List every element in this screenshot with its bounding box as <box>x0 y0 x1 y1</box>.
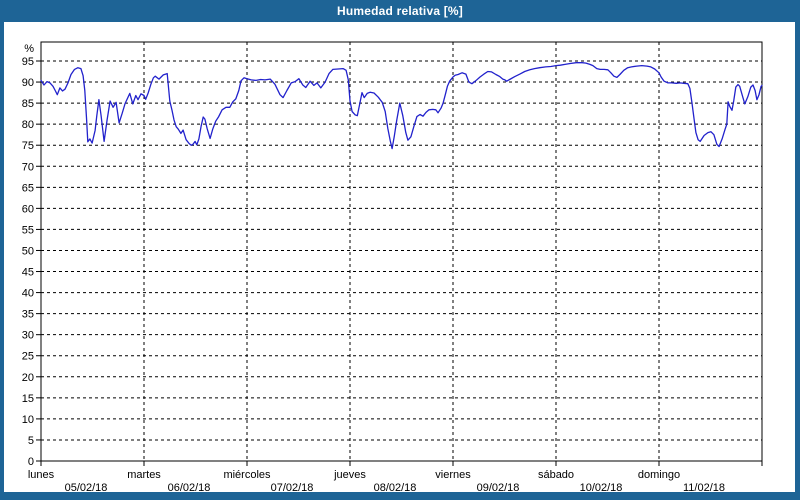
day-name-label: lunes <box>28 469 55 481</box>
y-tick-label: 25 <box>22 351 34 363</box>
y-tick-label: 20 <box>22 372 34 384</box>
y-tick-label: 5 <box>28 435 34 447</box>
y-tick-label: 65 <box>22 182 34 194</box>
window-title-bar: Humedad relativa [%] <box>0 0 800 22</box>
day-date-label: 09/02/18 <box>477 482 520 492</box>
day-name-label: miércoles <box>223 469 271 481</box>
y-tick-label: 75 <box>22 140 34 152</box>
day-name-label: martes <box>127 469 161 481</box>
y-tick-label: 55 <box>22 224 34 236</box>
y-tick-label: 10 <box>22 414 34 426</box>
humidity-line <box>40 62 763 150</box>
day-date-label: 05/02/18 <box>65 482 108 492</box>
window-title: Humedad relativa [%] <box>336 4 464 18</box>
y-tick-label: 70 <box>22 161 34 173</box>
day-name-label: jueves <box>333 469 366 481</box>
y-tick-label: 60 <box>22 203 34 215</box>
y-tick-label: 30 <box>22 330 34 342</box>
y-tick-label: 40 <box>22 288 34 300</box>
plot-border <box>40 41 763 462</box>
humidity-chart: 0 5 10 15 20 25 30 35 40 45 50 55 60 65 70 75 80 85 90 95% l… <box>22 41 763 494</box>
day-date-label: 06/02/18 <box>168 482 211 492</box>
day-name-label: viernes <box>435 469 471 481</box>
chart-panel: 0 5 10 15 20 25 30 35 40 45 50 55 60 65 70 75 80 85 90 95% l… <box>4 22 795 494</box>
y-tick-label: 0 <box>28 456 34 468</box>
day-date-label: 08/02/18 <box>374 482 417 492</box>
day-date-label: 10/02/18 <box>580 482 623 492</box>
day-name-label: sábado <box>538 469 574 481</box>
y-tick-label: 90 <box>22 77 34 89</box>
y-tick-label: 45 <box>22 267 34 279</box>
y-tick-label: 15 <box>22 393 34 405</box>
day-date-label: 11/02/18 <box>683 482 725 492</box>
day-date-label: 07/02/18 <box>271 482 314 492</box>
y-tick-label: 50 <box>22 245 34 257</box>
y-axis-unit-label: % <box>24 43 34 55</box>
y-tick-label: 35 <box>22 309 34 321</box>
y-tick-label: 85 <box>22 98 34 110</box>
y-tick-label: 80 <box>22 119 34 131</box>
y-tick-label: 95 <box>22 56 34 68</box>
day-name-label: domingo <box>638 469 680 481</box>
